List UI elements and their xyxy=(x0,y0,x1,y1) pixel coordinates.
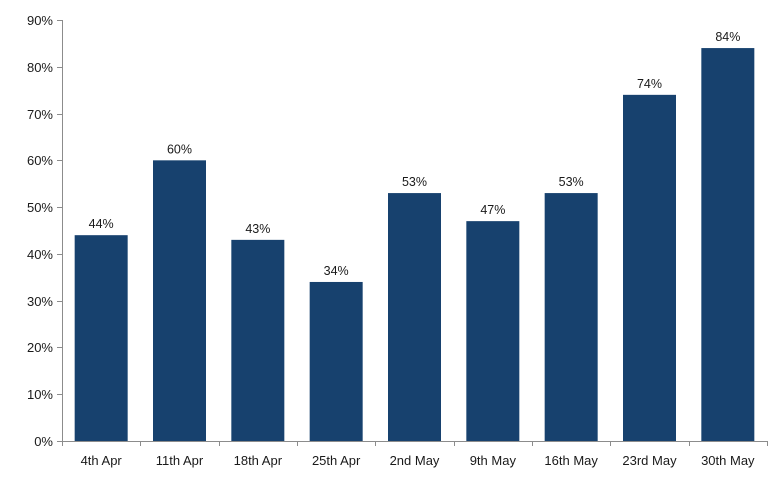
data-label: 60% xyxy=(167,142,192,156)
x-tick-label: 9th May xyxy=(470,453,517,468)
bar xyxy=(74,235,128,441)
bar xyxy=(231,239,285,441)
x-tick-label: 11th Apr xyxy=(156,453,204,468)
y-tick-label: 60% xyxy=(27,153,53,168)
bar xyxy=(623,94,676,441)
y-tick-label: 20% xyxy=(27,340,53,355)
bar xyxy=(153,160,206,441)
bar xyxy=(309,281,363,441)
data-label: 34% xyxy=(324,264,349,278)
data-label: 53% xyxy=(559,175,584,189)
bar xyxy=(701,48,755,441)
bar xyxy=(388,193,441,441)
x-tick-label: 2nd May xyxy=(390,453,440,468)
y-tick-label: 50% xyxy=(27,200,53,215)
y-tick-label: 10% xyxy=(27,387,53,402)
y-tick-label: 70% xyxy=(27,107,53,122)
y-tick-label: 30% xyxy=(27,294,53,309)
x-tick-label: 4th Apr xyxy=(81,453,123,468)
x-tick-label: 25th Apr xyxy=(312,453,361,468)
x-tick-label: 23rd May xyxy=(622,453,677,468)
x-axis-ticks: 4th Apr 11th Apr 18th Apr 25th Apr 2nd May 9t… xyxy=(62,441,768,468)
x-tick-label: 16th May xyxy=(544,453,598,468)
data-label: 74% xyxy=(637,77,662,91)
axes xyxy=(62,20,767,442)
y-tick-label: 40% xyxy=(27,247,53,262)
data-label: 53% xyxy=(402,175,427,189)
data-label: 44% xyxy=(89,217,114,231)
bars xyxy=(74,48,755,441)
y-axis-ticks: 0% 10% 20% 30% 40% 50% 60% 70% 80% 90% xyxy=(27,13,62,449)
data-label: 84% xyxy=(715,30,740,44)
data-label: 47% xyxy=(480,203,505,217)
x-tick-label: 18th Apr xyxy=(234,453,283,468)
y-tick-label: 80% xyxy=(27,60,53,75)
bar xyxy=(466,221,520,441)
x-tick-label: 30th May xyxy=(701,453,755,468)
data-label: 43% xyxy=(245,222,270,236)
y-tick-label: 0% xyxy=(34,434,53,449)
data-labels: 44% 60% 43% 34% 53% 47% 53% 74% 84% xyxy=(89,30,741,278)
bar xyxy=(544,193,598,441)
y-tick-label: 90% xyxy=(27,13,53,28)
